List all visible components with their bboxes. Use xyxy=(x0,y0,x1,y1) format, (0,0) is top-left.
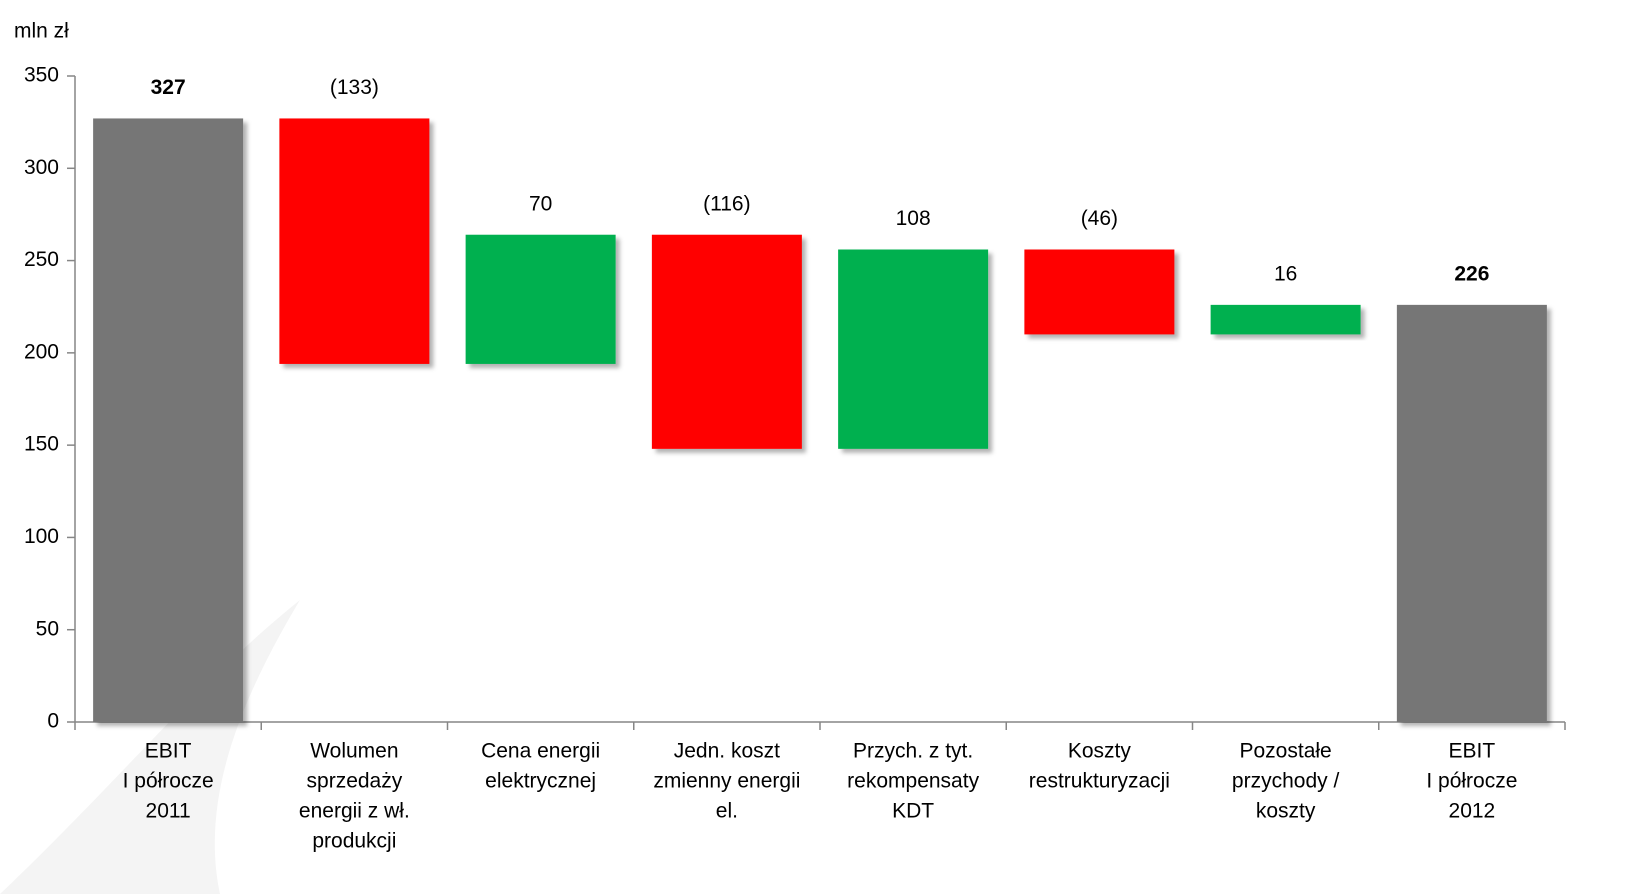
bar xyxy=(93,118,244,723)
x-tick-label: Wolumen sprzedaży energii z wł. produkcji xyxy=(299,740,410,853)
bar xyxy=(651,234,802,449)
value-label: 226 xyxy=(1454,262,1489,285)
x-tick-label: Cena energii elektrycznej xyxy=(481,740,600,793)
value-label: 327 xyxy=(151,76,186,99)
value-label: (46) xyxy=(1081,207,1118,230)
bar xyxy=(279,118,430,364)
bar xyxy=(1396,304,1547,722)
value-label: (133) xyxy=(330,76,379,99)
x-tick-label: Koszty restrukturyzacji xyxy=(1029,740,1170,793)
bar xyxy=(838,249,989,449)
value-label: 70 xyxy=(529,192,552,215)
y-axis-label: mln zł xyxy=(14,20,69,43)
x-tick-label: Jedn. koszt zmienny energii el. xyxy=(653,740,800,823)
value-label: 16 xyxy=(1274,262,1297,285)
x-tick-label: Przych. z tyt. rekompensaty KDT xyxy=(847,740,979,823)
value-label: 108 xyxy=(896,207,931,230)
x-tick-label: EBIT I półrocze 2011 xyxy=(123,740,214,823)
bar xyxy=(1024,249,1175,335)
bar xyxy=(465,234,616,364)
x-tick-label: Pozostałe przychody / koszty xyxy=(1232,740,1340,823)
x-tick-label: EBIT I półrocze 2012 xyxy=(1426,740,1517,823)
y-tick-label: 250 xyxy=(24,248,59,271)
y-tick-label: 200 xyxy=(24,340,59,363)
value-label: (116) xyxy=(703,192,750,215)
y-tick-label: 300 xyxy=(24,156,59,179)
y-tick-label: 150 xyxy=(24,433,59,456)
y-tick-label: 0 xyxy=(47,710,59,733)
y-tick-label: 100 xyxy=(24,525,59,548)
y-tick-label: 350 xyxy=(24,64,59,87)
bar xyxy=(1210,304,1361,335)
y-tick-label: 50 xyxy=(36,617,59,640)
